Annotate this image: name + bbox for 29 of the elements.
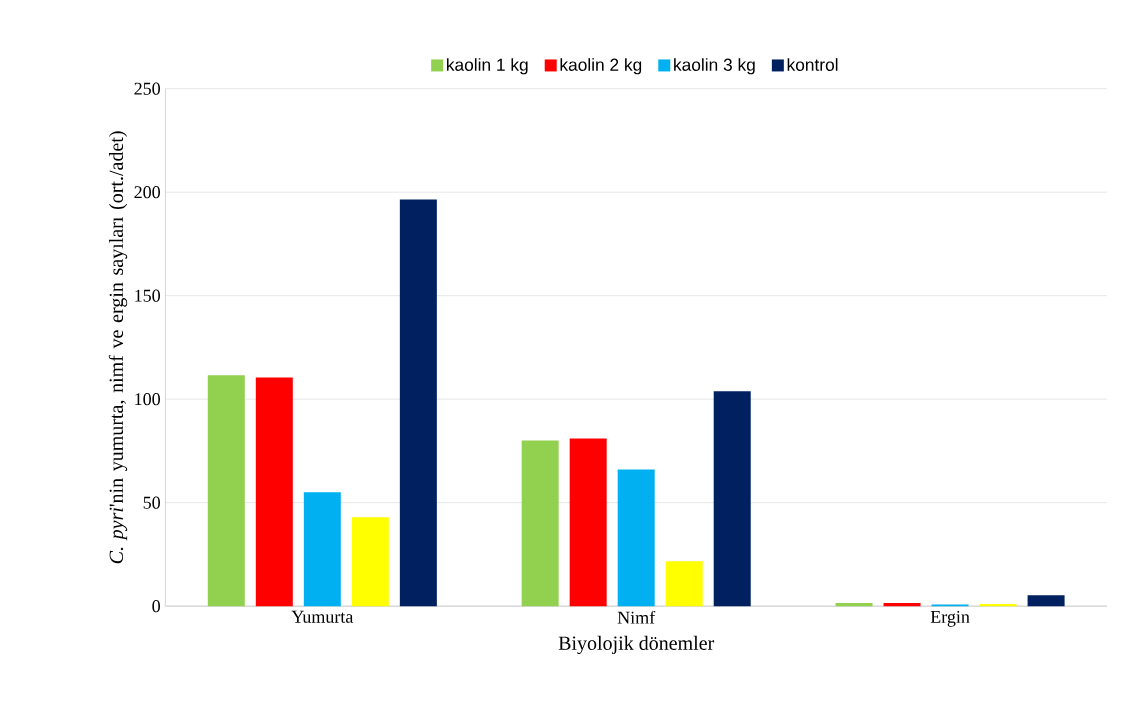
bar [617, 469, 655, 607]
bar [255, 377, 293, 607]
bar [521, 440, 559, 607]
y-tick-label: 250 [134, 82, 160, 95]
bar [835, 602, 873, 607]
y-tick-label: 150 [135, 289, 160, 302]
bar [713, 391, 751, 607]
y-tick-label: 100 [135, 393, 160, 406]
y-axis-title: C. pyri'nin yumurta, nimf ve ergin sayıları (ort./adet) [108, 131, 128, 564]
bar [1027, 595, 1065, 607]
bar [303, 492, 341, 607]
x-tick-label: Ergin [930, 610, 970, 627]
y-tick-label: 50 [143, 496, 160, 509]
y-tick-label: 0 [152, 599, 160, 613]
bar [351, 517, 389, 607]
legend-label: kaolin 3 kg [674, 58, 755, 75]
x-tick-label: Yumurta [291, 610, 354, 623]
bar [207, 375, 245, 607]
bar [569, 438, 607, 607]
legend-label: kaolin 1 kg [446, 58, 528, 75]
y-tick-label: 200 [134, 186, 160, 199]
legend-label: kaolin 2 kg [560, 58, 642, 75]
legend-label: kontrol [787, 58, 838, 71]
bar [979, 604, 1017, 607]
x-tick-label: Nimf [617, 610, 656, 624]
x-axis-title: Biyolojik dönemler [558, 635, 715, 654]
bar [665, 561, 703, 607]
bar [399, 199, 437, 607]
bar [883, 602, 921, 607]
